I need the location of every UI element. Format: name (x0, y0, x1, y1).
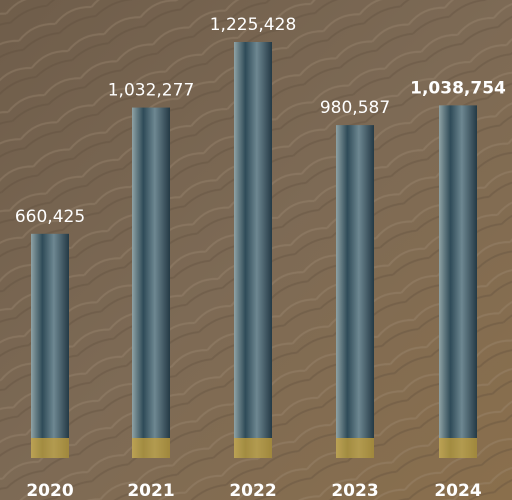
x-tick-label: 2020 (26, 481, 73, 500)
bar (439, 105, 477, 459)
bar (31, 233, 69, 458)
value-label: 1,032,277 (108, 81, 195, 101)
bar (132, 107, 170, 459)
x-tick-label: 2022 (229, 481, 276, 500)
x-tick-label: 2021 (127, 481, 174, 500)
value-label: 1,038,754 (410, 78, 506, 98)
value-label: 660,425 (15, 207, 85, 227)
bar-accent (439, 438, 477, 458)
bar-accent (234, 438, 272, 458)
bar-accent (336, 438, 374, 458)
bar (234, 42, 272, 458)
x-tick-label: 2023 (331, 481, 378, 500)
bar-accent (31, 438, 69, 458)
value-label: 1,225,428 (210, 15, 297, 35)
bars: 660,425 2020 1,032,277 2021 1,225,428 2022 980… (15, 15, 506, 500)
bar-accent (132, 438, 170, 458)
x-tick-label: 2024 (434, 481, 481, 500)
bar (336, 125, 374, 458)
value-label: 980,587 (320, 98, 390, 118)
